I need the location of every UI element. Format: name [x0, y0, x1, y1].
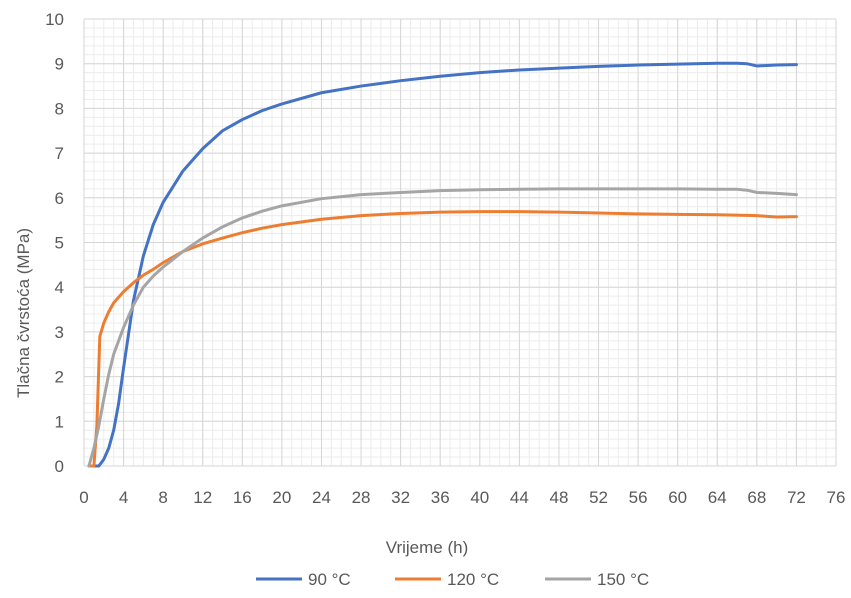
- x-tick-label: 28: [352, 488, 371, 507]
- y-axis-title: Tlačna čvrstoća (MPa): [14, 228, 33, 398]
- x-tick-label: 24: [312, 488, 331, 507]
- x-tick-label: 64: [708, 488, 727, 507]
- x-tick-label: 76: [827, 488, 846, 507]
- x-tick-label: 72: [787, 488, 806, 507]
- x-tick-label: 36: [431, 488, 450, 507]
- x-tick-label: 12: [193, 488, 212, 507]
- y-tick-label: 3: [55, 323, 64, 342]
- x-axis-title: Vrijeme (h): [386, 538, 469, 557]
- x-tick-label: 48: [549, 488, 568, 507]
- y-tick-label: 9: [55, 55, 64, 74]
- x-tick-label: 60: [668, 488, 687, 507]
- legend-label-1: 90 °C: [308, 570, 351, 589]
- y-tick-label: 6: [55, 189, 64, 208]
- x-tick-label: 56: [629, 488, 648, 507]
- x-tick-label: 16: [233, 488, 252, 507]
- y-tick-label: 7: [55, 144, 64, 163]
- x-tick-label: 40: [470, 488, 489, 507]
- y-tick-label: 2: [55, 368, 64, 387]
- y-tick-label: 4: [55, 278, 64, 297]
- x-tick-label: 8: [158, 488, 167, 507]
- y-tick-label: 8: [55, 99, 64, 118]
- series-layer: [87, 61, 798, 468]
- y-tick-label: 10: [45, 10, 64, 29]
- legend-label-2: 120 °C: [447, 570, 499, 589]
- y-tick-label: 5: [55, 234, 64, 253]
- legend-label-3: 150 °C: [597, 570, 649, 589]
- series-line-2: [87, 210, 798, 468]
- x-tick-labels: 0 4 8 12 16 20 24 28 32 36 40 44 48 52 56 60 64 68 72 76: [79, 488, 845, 507]
- x-tick-label: 44: [510, 488, 529, 507]
- series-line-1: [87, 61, 798, 468]
- y-tick-label: 0: [55, 457, 64, 476]
- y-tick-label: 1: [55, 412, 64, 431]
- x-tick-label: 4: [119, 488, 128, 507]
- x-tick-label: 32: [391, 488, 410, 507]
- legend: 90 °C 120 °C 150 °C: [256, 570, 649, 589]
- x-tick-label: 20: [272, 488, 291, 507]
- series-line-3: [87, 187, 798, 468]
- x-tick-label: 0: [79, 488, 88, 507]
- x-tick-label: 52: [589, 488, 608, 507]
- y-tick-labels: 0 1 2 3 4 5 6 7 8 9 10: [45, 10, 64, 476]
- x-tick-label: 68: [747, 488, 766, 507]
